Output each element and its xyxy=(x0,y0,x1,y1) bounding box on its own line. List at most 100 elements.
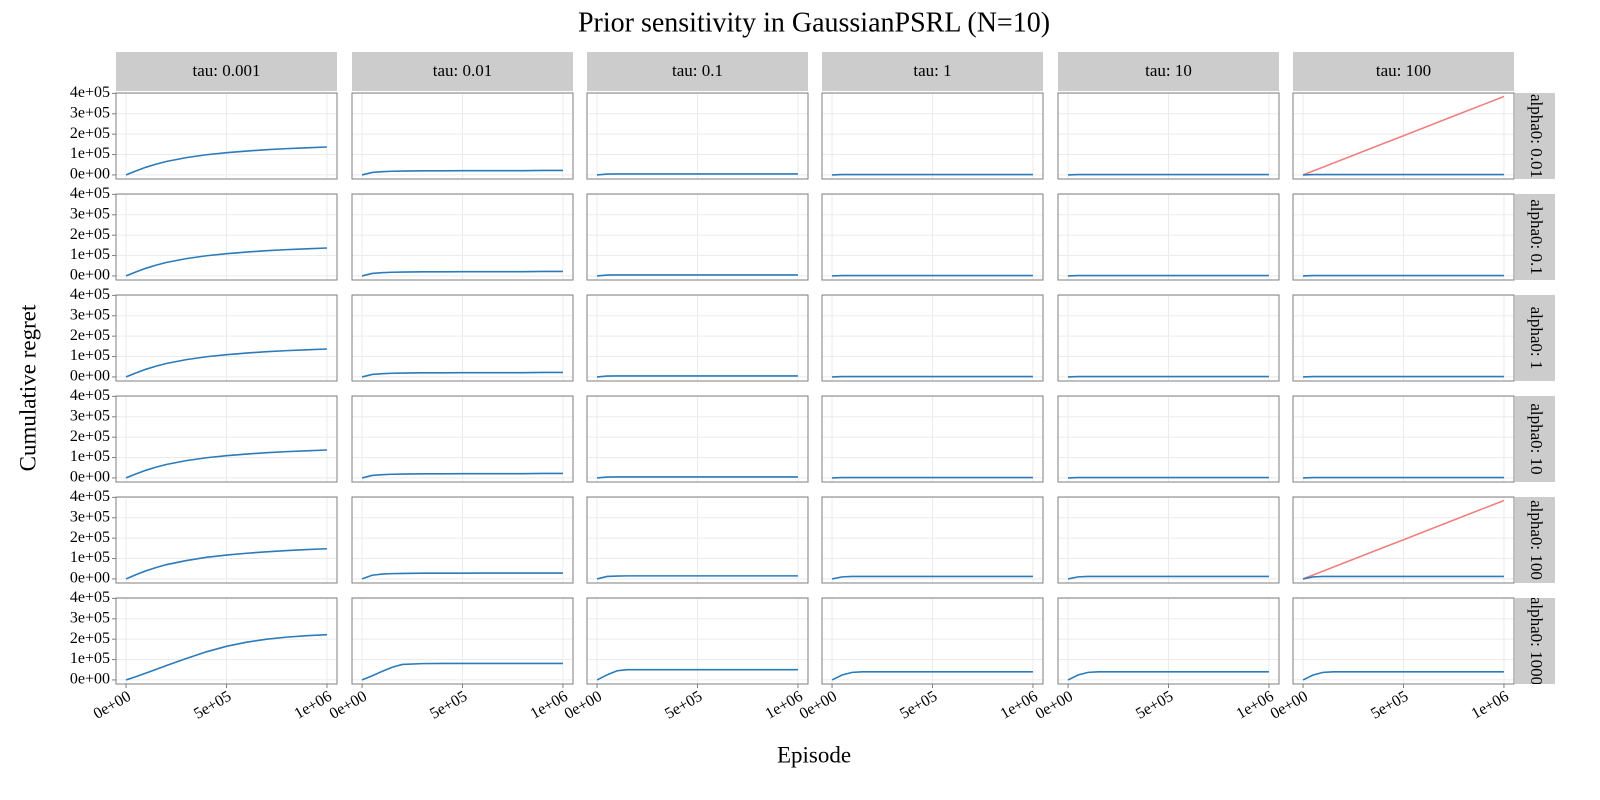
panel-border xyxy=(351,92,574,180)
panel-border xyxy=(115,193,338,281)
panel-border xyxy=(115,395,338,483)
panel-border xyxy=(586,496,809,584)
line xyxy=(361,169,563,176)
strip xyxy=(1058,52,1279,91)
facet-lines xyxy=(125,247,327,277)
strip xyxy=(352,52,573,91)
x-axis-label: Episode xyxy=(777,742,851,767)
facet-lines xyxy=(125,547,327,580)
y-tick-label: 1e+05 xyxy=(70,246,110,263)
facet-lines xyxy=(361,371,563,378)
chart-title: Prior sensitivity in GaussianPSRL (N=10) xyxy=(578,7,1050,38)
panel-border xyxy=(351,496,574,584)
facet-lines xyxy=(125,146,327,176)
facet-lines xyxy=(831,575,1033,580)
x-tick-label: 0e+00 xyxy=(327,688,370,723)
row-strip-label: alpha0: 0.01 xyxy=(1527,94,1546,178)
facet-lines xyxy=(125,348,327,378)
row-strip-label: alpha0: 1000 xyxy=(1527,597,1546,685)
facet-lines xyxy=(361,270,563,277)
y-tick-label: 0e+00 xyxy=(70,368,110,385)
facet-lines xyxy=(1067,575,1269,580)
panel-border xyxy=(1057,92,1280,180)
facet-lines xyxy=(1302,499,1505,580)
line xyxy=(596,668,798,681)
row-strip: alpha0: 10 xyxy=(1527,403,1546,474)
line xyxy=(1302,670,1504,681)
panel-border xyxy=(821,294,1044,382)
y-tick-label: 2e+05 xyxy=(70,226,110,243)
y-tick-label: 3e+05 xyxy=(70,205,110,222)
panel-border xyxy=(586,294,809,382)
col-strip-label: tau: 1 xyxy=(913,61,951,80)
facet-lines xyxy=(596,375,798,378)
panel-border xyxy=(115,92,338,180)
y-tick-label: 1e+05 xyxy=(70,145,110,162)
line xyxy=(596,274,798,277)
row-strip-label: alpha0: 100 xyxy=(1527,500,1546,580)
y-tick-label: 4e+05 xyxy=(70,589,110,606)
panel-border xyxy=(1292,92,1515,180)
x-tick-label: 5e+05 xyxy=(1368,688,1411,723)
x-tick-label: 5e+05 xyxy=(662,688,705,723)
y-tick-label: 4e+05 xyxy=(70,84,110,101)
y-tick-label: 1e+05 xyxy=(70,650,110,667)
x-tick-label: 1e+06 xyxy=(998,688,1041,723)
panel-border xyxy=(115,496,338,584)
y-tick-label: 4e+05 xyxy=(70,185,110,202)
x-tick-label: 5e+05 xyxy=(427,688,470,723)
y-tick-label: 2e+05 xyxy=(70,428,110,445)
x-tick-label: 1e+06 xyxy=(1469,688,1512,723)
strip xyxy=(1515,396,1555,482)
panel-border xyxy=(1292,294,1515,382)
y-tick-label: 3e+05 xyxy=(70,609,110,626)
x-tick-label: 0e+00 xyxy=(562,688,605,723)
line xyxy=(596,173,798,176)
facet-lines xyxy=(596,668,798,681)
y-tick-label: 0e+00 xyxy=(70,267,110,284)
line xyxy=(1302,575,1504,580)
col-strip-label: tau: 100 xyxy=(1376,61,1431,80)
x-tick-label: 5e+05 xyxy=(897,688,940,723)
panel-border xyxy=(115,294,338,382)
line xyxy=(361,371,563,378)
x-tick-label: 5e+05 xyxy=(1133,688,1176,723)
line xyxy=(831,670,1033,681)
line xyxy=(596,575,798,580)
strip xyxy=(1515,93,1555,179)
y-tick-label: 4e+05 xyxy=(70,488,110,505)
row-strip-label: alpha0: 10 xyxy=(1527,403,1546,474)
facet-lines xyxy=(596,274,798,277)
panel-border xyxy=(351,193,574,281)
line xyxy=(1302,499,1505,580)
y-axis-label: Cumulative regret xyxy=(15,304,40,471)
col-strip-label: tau: 0.001 xyxy=(193,61,261,80)
panel-border xyxy=(586,193,809,281)
y-tick-label: 3e+05 xyxy=(70,407,110,424)
panel-border xyxy=(1292,395,1515,483)
y-tick-label: 3e+05 xyxy=(70,104,110,121)
line xyxy=(1067,670,1269,681)
panel-border xyxy=(1292,496,1515,584)
strip xyxy=(1515,194,1555,280)
line xyxy=(831,575,1033,580)
y-tick-label: 2e+05 xyxy=(70,327,110,344)
col-strip-label: tau: 0.01 xyxy=(433,61,493,80)
y-tick-label: 2e+05 xyxy=(70,630,110,647)
strip xyxy=(116,52,337,91)
panel-border xyxy=(586,395,809,483)
facet-lines xyxy=(1302,670,1504,681)
x-tick-label: 5e+05 xyxy=(191,688,234,723)
line xyxy=(125,146,327,176)
row-strip: alpha0: 1 xyxy=(1527,307,1546,370)
panel-border xyxy=(1057,395,1280,483)
y-tick-label: 0e+00 xyxy=(70,570,110,587)
x-tick-label: 0e+00 xyxy=(91,688,134,723)
row-strip: alpha0: 1000 xyxy=(1527,597,1546,685)
x-tick-label: 1e+06 xyxy=(292,688,335,723)
line xyxy=(125,348,327,378)
line xyxy=(125,547,327,580)
line xyxy=(361,270,563,277)
panel-border xyxy=(1292,193,1515,281)
